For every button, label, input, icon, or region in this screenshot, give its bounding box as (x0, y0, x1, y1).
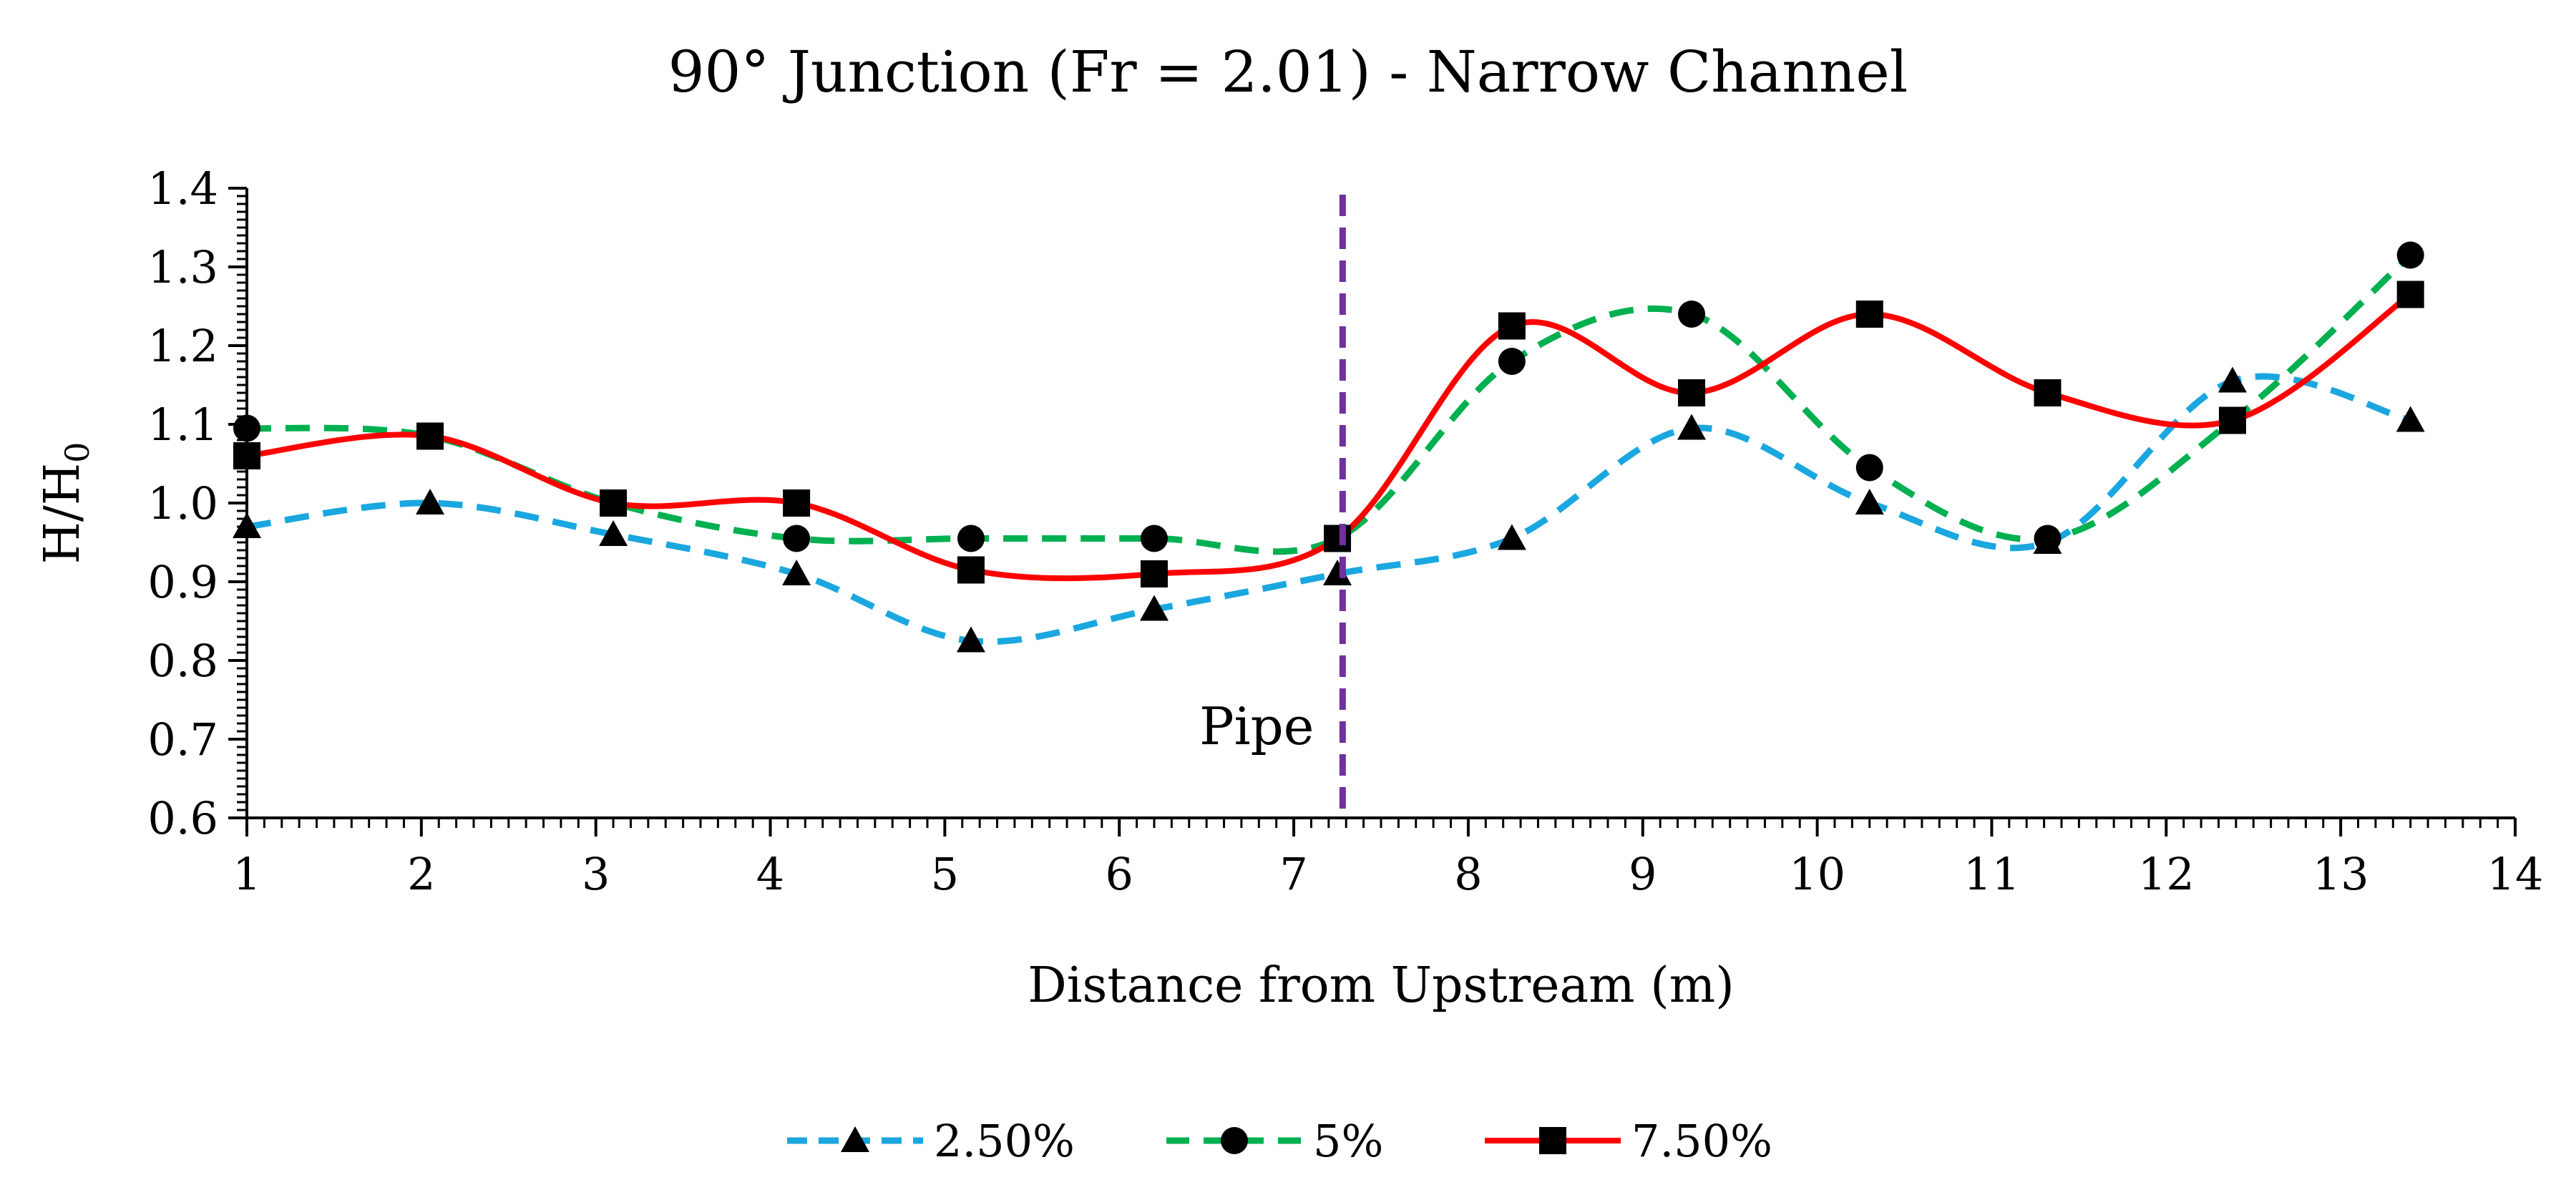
data-point (783, 489, 811, 517)
data-point (2396, 406, 2425, 432)
legend-item-1: 2.50% (787, 1115, 1075, 1167)
data-point (1141, 560, 1168, 587)
data-point (1140, 595, 1169, 621)
data-point (2034, 379, 2062, 406)
data-point (1855, 489, 1884, 514)
legend-swatch-marker (841, 1126, 869, 1152)
legend-label: 2.50% (934, 1115, 1075, 1167)
x-tick-label: 10 (1789, 848, 1845, 900)
y-tick-label: 0.6 (147, 792, 218, 844)
data-point (1498, 312, 1526, 340)
x-tick-label: 5 (931, 848, 959, 900)
data-point (1497, 524, 1526, 550)
data-point (783, 525, 811, 552)
data-point (1678, 301, 1706, 328)
data-point (1855, 454, 1883, 482)
x-tick-label: 4 (756, 848, 784, 900)
series-3-markers (233, 281, 2424, 587)
pipe-label: Pipe (1199, 696, 1314, 756)
x-tick-label: 2 (407, 848, 435, 900)
series-1 (246, 373, 2411, 645)
x-tick-label: 13 (2313, 848, 2369, 900)
x-tick-label: 7 (1279, 848, 1307, 900)
x-ticks: 1 2 3 4 5 6 7 8 9 10 11 12 13 14 (233, 818, 2543, 900)
data-point (600, 489, 628, 517)
data-point (1498, 348, 1526, 375)
y-axis-title-subscript: 0 (58, 442, 97, 463)
x-tick-label: 1 (233, 848, 260, 900)
data-point (957, 556, 985, 584)
x-tick-label: 3 (582, 848, 610, 900)
x-tick-label: 6 (1106, 848, 1133, 900)
y-tick-label: 0.9 (147, 556, 218, 608)
data-point (957, 525, 985, 552)
data-point (2034, 525, 2062, 552)
data-point (2218, 366, 2247, 393)
legend-label: 7.50% (1631, 1115, 1772, 1167)
data-point (956, 626, 985, 653)
data-point (1141, 525, 1168, 552)
legend-swatch-marker (1539, 1127, 1566, 1154)
x-tick-label: 11 (1963, 848, 2020, 900)
y-tick-label: 1.4 (147, 162, 218, 215)
annotation-layer: Pipe (1199, 195, 1346, 818)
legend: 2.50% 5% 7.50% (787, 1115, 1772, 1167)
y-tick-label: 1.2 (147, 320, 218, 372)
data-point (1677, 414, 1707, 440)
series-layer (233, 241, 2425, 653)
data-point (2396, 281, 2424, 308)
series-1-markers (233, 366, 2425, 653)
legend-item-3: 7.50% (1485, 1115, 1772, 1167)
y-tick-label: 1.1 (147, 399, 218, 451)
data-point (1324, 525, 1352, 552)
data-point (1323, 560, 1352, 585)
data-point (1678, 379, 1706, 406)
y-axis-title-main: H/H (34, 463, 91, 565)
y-tick-label: 0.8 (147, 635, 218, 687)
data-point (782, 560, 811, 585)
data-point (599, 520, 628, 546)
y-axis-title: H/H0 (34, 442, 97, 565)
series-line (246, 373, 2411, 645)
x-tick-label: 9 (1629, 848, 1657, 900)
chart-title: 90° Junction (Fr = 2.01) - Narrow Channe… (668, 39, 1908, 105)
x-axis-title: Distance from Upstream (m) (1028, 957, 1734, 1014)
data-point (2218, 406, 2246, 434)
x-tick-label: 8 (1454, 848, 1482, 900)
data-point (416, 489, 445, 514)
data-point (2396, 241, 2424, 269)
y-tick-label: 1.0 (147, 477, 218, 530)
legend-swatch-marker (1221, 1127, 1248, 1154)
x-tick-label: 12 (2138, 848, 2195, 900)
data-point (1855, 301, 1883, 328)
legend-item-2: 5% (1166, 1115, 1383, 1167)
legend-label: 5% (1313, 1115, 1383, 1167)
y-tick-label: 1.3 (147, 241, 218, 293)
y-ticks: 0.6 0.7 0.8 0.9 1.0 1.1 1.2 1.3 1.4 (147, 162, 247, 844)
y-tick-label: 0.7 (147, 713, 218, 766)
data-point (416, 422, 444, 450)
axes-layer: 1 2 3 4 5 6 7 8 9 10 11 12 13 14 0.60.70.80.91.01.11.… (147, 162, 2543, 900)
x-tick-label: 14 (2487, 848, 2544, 900)
